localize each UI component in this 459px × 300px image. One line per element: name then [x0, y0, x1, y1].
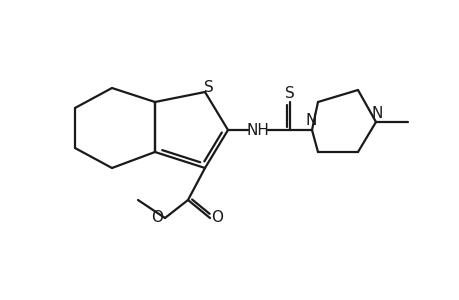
- Text: N: N: [370, 106, 382, 121]
- Text: NH: NH: [246, 122, 269, 137]
- Text: S: S: [204, 80, 213, 94]
- Text: N: N: [305, 112, 316, 128]
- Text: S: S: [285, 85, 294, 100]
- Text: O: O: [211, 211, 223, 226]
- Text: O: O: [151, 211, 162, 226]
